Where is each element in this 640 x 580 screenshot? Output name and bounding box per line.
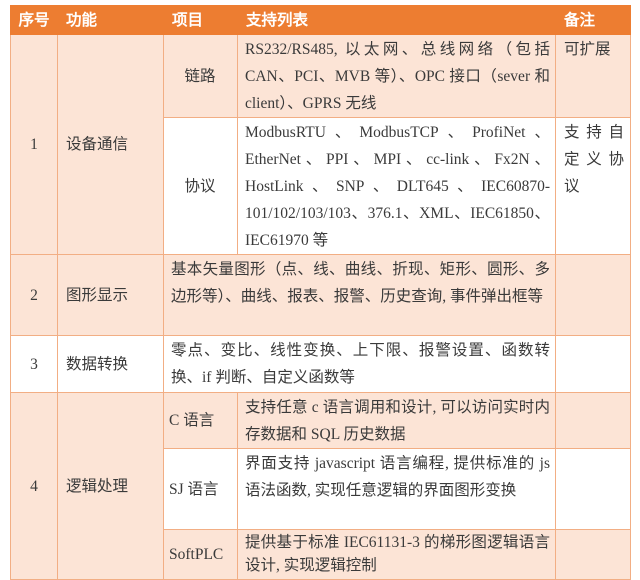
cell-support-sj-lang: 界面支持 javascript 语言编程, 提供标准的 js 语法函数, 实现任… <box>237 448 556 530</box>
cell-item-c-lang: C 语言 <box>163 392 238 449</box>
header-item: 项目 <box>163 5 238 35</box>
cell-remark-empty <box>555 392 631 449</box>
header-remark: 备注 <box>555 5 631 35</box>
cell-no-1: 1 <box>10 34 58 255</box>
feature-spec-sheet: 序号 功能 项目 支持列表 备注 1 设备通信 链路 RS232/RS485, … <box>10 5 631 580</box>
cell-func-data-convert: 数据转换 <box>57 335 164 393</box>
cell-no-2: 2 <box>10 254 58 336</box>
table-row: 2 图形显示 基本矢量图形（点、线、曲线、折现、矩形、圆形、多边形等）、曲线、报… <box>10 254 631 336</box>
cell-no-4: 4 <box>10 392 58 580</box>
cell-remark-empty <box>555 448 631 530</box>
table-row: 4 逻辑处理 C 语言 支持任意 c 语言调用和设计, 可以访问实时内存数据和 … <box>10 392 631 580</box>
cell-remark-empty <box>555 529 631 580</box>
cell-func-logic: 逻辑处理 <box>57 392 164 580</box>
cell-support-data-convert: 零点、变比、线性变换、上下限、报警设置、函数转换、if 判断、自定义函数等 <box>163 335 556 393</box>
cell-remark-expandable: 可扩展 <box>555 34 631 118</box>
cell-item-sj-lang: SJ 语言 <box>163 448 238 530</box>
cell-remark-empty <box>555 335 631 393</box>
cell-no-3: 3 <box>10 335 58 393</box>
table-row: 协议 ModbusRTU、ModbusTCP、ProfiNet、EtherNet… <box>11 117 631 255</box>
header-no: 序号 <box>10 5 58 35</box>
header-func: 功能 <box>57 5 164 35</box>
table-header-row: 序号 功能 项目 支持列表 备注 <box>10 5 631 35</box>
cell-support-graphics: 基本矢量图形（点、线、曲线、折现、矩形、圆形、多边形等）、曲线、报表、报警、历史… <box>163 254 556 336</box>
cell-support-protocol: ModbusRTU、ModbusTCP、ProfiNet、EtherNet、PP… <box>237 117 556 255</box>
cell-remark-custom-protocol: 支持自定义协议 <box>555 117 631 255</box>
cell-func-device-comm: 设备通信 <box>57 34 164 255</box>
cell-support-softplc: 提供基于标准 IEC61131-3 的梯形图逻辑语言设计, 实现逻辑控制 <box>237 529 556 580</box>
cell-item-protocol: 协议 <box>163 117 238 255</box>
cell-support-c-lang: 支持任意 c 语言调用和设计, 可以访问实时内存数据和 SQL 历史数据 <box>237 392 556 449</box>
cell-func-graphics: 图形显示 <box>57 254 164 336</box>
header-support: 支持列表 <box>237 5 556 35</box>
cell-item-link: 链路 <box>163 34 238 118</box>
table-row: 3 数据转换 零点、变比、线性变换、上下限、报警设置、函数转换、if 判断、自定… <box>10 335 631 393</box>
feature-table: 序号 功能 项目 支持列表 备注 1 设备通信 链路 RS232/RS485, … <box>10 5 631 580</box>
cell-support-link: RS232/RS485, 以太网、总线网络（包括 CAN、PCI、MVB 等）、… <box>237 34 556 118</box>
cell-item-softplc: SoftPLC <box>163 529 238 580</box>
table-row: SJ 语言 界面支持 javascript 语言编程, 提供标准的 js 语法函… <box>11 448 631 530</box>
cell-remark-empty <box>555 254 631 336</box>
table-row: 1 设备通信 链路 RS232/RS485, 以太网、总线网络（包括 CAN、P… <box>10 34 631 255</box>
